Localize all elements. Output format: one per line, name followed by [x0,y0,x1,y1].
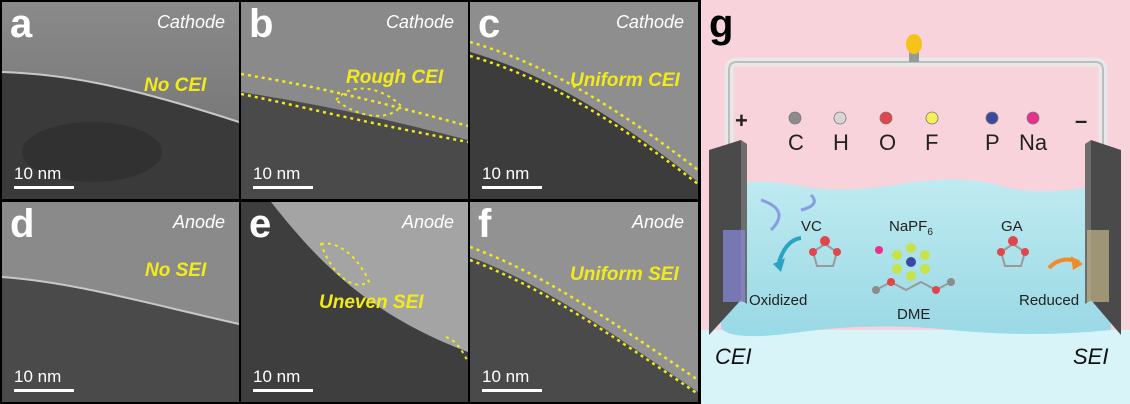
scale-bar: 10 nm [14,164,74,189]
scale-bar: 10 nm [253,164,313,189]
scale-bar-label: 10 nm [482,367,530,386]
scale-bar: 10 nm [482,367,542,392]
scale-bar-line [14,389,74,392]
scale-bar-line [253,389,313,392]
reduced-label: Reduced [1019,292,1080,309]
dme-label: DME [897,306,931,323]
panel-g-schematic: g + – C H O F P Na VC NaPF6 GA DME Oxidi… [701,0,1130,404]
panel-b: b Cathode Rough CEI 10 nm [241,2,468,199]
scale-bar-line [482,389,542,392]
tem-image-c [470,2,698,199]
tem-image-f [470,202,698,402]
interphase-annotation: Uniform SEI [570,264,679,285]
oxidation-arrow [777,236,802,263]
sei-label: SEI [1073,344,1109,369]
napf6-molecule [875,243,930,281]
scale-bar-label: 10 nm [14,367,62,386]
element-dot-p [985,111,999,125]
tem-image-d [2,202,239,402]
scale-bar-line [253,186,313,189]
napf6-label-main: NaPF [889,218,928,235]
panel-letter: b [249,2,274,46]
panel-letter: f [478,202,492,246]
tem-image-e [241,202,468,402]
element-label-p: P [985,130,1000,155]
interphase-annotation: No SEI [145,260,207,281]
element-label-na: Na [1019,130,1048,155]
panel-letter: d [10,202,35,246]
interphase-annotation: Uneven SEI [319,292,424,313]
element-dot-na [1026,111,1040,125]
scale-bar: 10 nm [482,164,542,189]
scale-bar-label: 10 nm [253,367,301,386]
panel-letter: e [249,202,272,246]
panel-f: f Anode Uniform SEI 10 nm [470,202,698,402]
light-bulb-icon [906,34,922,62]
scale-bar-line [14,186,74,189]
element-label-h: H [833,130,849,155]
electrode-type: Anode [172,212,225,232]
scale-bar-label: 10 nm [482,164,530,183]
element-dot-f [925,111,939,125]
electrode-type: Anode [631,212,684,232]
element-dot-c [788,111,802,125]
interphase-annotation: Rough CEI [346,67,444,88]
ga-label: GA [1001,218,1023,235]
tem-image-b [241,2,468,199]
scale-bar: 10 nm [253,367,313,392]
element-dot-o [879,111,893,125]
electrode-type: Cathode [615,12,684,32]
anode-minus-sign: – [1075,108,1088,133]
interphase-annotation: Uniform CEI [570,70,680,91]
element-label-f: F [925,130,939,155]
electrode-type: Cathode [385,12,454,32]
scale-bar-label: 10 nm [14,164,62,183]
element-dot-h [833,111,847,125]
panel-letter: g [709,2,734,46]
interphase-annotation: No CEI [144,75,207,96]
cathode-plus-sign: + [735,108,748,133]
element-label-c: C [788,130,804,155]
cei-label: CEI [715,344,752,369]
napf6-label: NaPF6 [889,218,933,238]
electrode-type: Anode [401,212,454,232]
vc-label: VC [801,218,822,235]
panel-c: c Cathode Uniform CEI 10 nm [470,2,698,199]
cell-schematic [701,0,1130,404]
electrode-type: Cathode [156,12,225,32]
element-legend-dots [788,111,1040,125]
element-label-o: O [879,130,897,155]
panel-d: d Anode No SEI 10 nm [2,202,239,402]
panel-e: e Anode Uneven SEI 10 nm [241,202,468,402]
panel-letter: a [10,2,33,46]
napf6-label-sub: 6 [927,227,933,238]
scale-bar-line [482,186,542,189]
panel-letter: c [478,2,501,46]
oxidized-label: Oxidized [749,292,808,309]
scale-bar-label: 10 nm [253,164,301,183]
panel-a: a Cathode No CEI 10 nm [2,2,239,199]
tem-image-a [2,2,239,199]
scale-bar: 10 nm [14,367,74,392]
